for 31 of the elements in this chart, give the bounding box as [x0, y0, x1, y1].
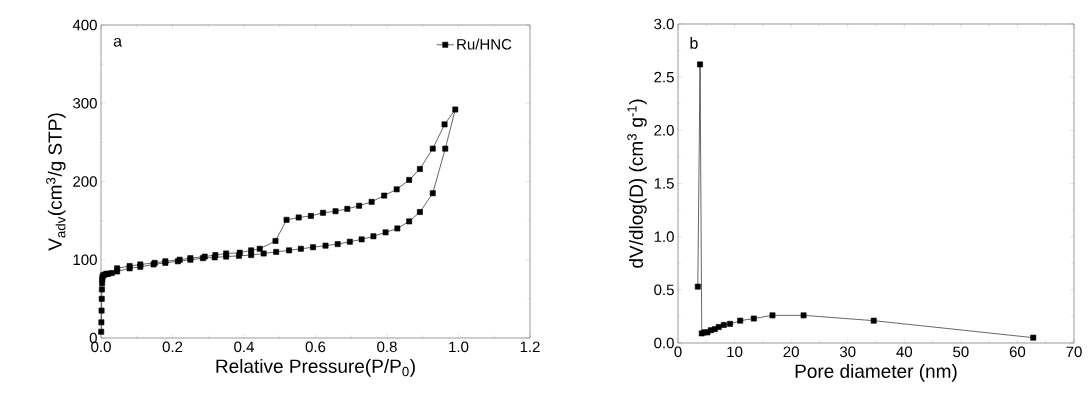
annotation: b	[690, 37, 698, 49]
x-tick-label: 1.0	[449, 341, 469, 353]
x-axis-title: Relative Pressure(P/P$_{0}$)	[216, 359, 415, 377]
x-tick-label: 0.8	[377, 341, 397, 353]
y-tick-label: 2.0	[654, 125, 674, 136]
y-tick-label: 1.0	[654, 231, 674, 242]
x-tick-label: 70	[1066, 346, 1082, 358]
y-tick-label: 1.5	[654, 178, 674, 189]
legend-label: Ru/HNC	[457, 38, 512, 50]
x-axis-title: Pore diameter (nm)	[795, 364, 957, 382]
y-tick-label: 0.5	[654, 284, 674, 296]
x-tick-label: 10	[727, 346, 743, 358]
y-axis-title: V$_{adv}$(cm$^{3}$/g STP)	[46, 113, 66, 251]
x-tick-label: 0.2	[162, 341, 183, 353]
y-tick-label: 2.5	[654, 71, 674, 83]
x-tick-label: 50	[953, 346, 969, 358]
x-tick-label: 40	[896, 346, 913, 358]
x-tick-label: 60	[1009, 346, 1026, 358]
y-tick-label: 400	[72, 19, 97, 31]
x-tick-label: 20	[783, 346, 799, 358]
y-tick-label: 3.0	[654, 18, 674, 30]
x-tick-label: 1.2	[520, 341, 540, 352]
x-tick-label: 0.6	[305, 341, 326, 353]
y-tick-label: 300	[73, 97, 97, 109]
annotation: a	[113, 37, 123, 47]
x-tick-label: 0.4	[234, 341, 254, 353]
y-tick-label: 100	[73, 254, 97, 266]
x-tick-label: 0	[674, 346, 682, 358]
y-tick-label: 200	[73, 176, 97, 187]
x-tick-label: 30	[839, 346, 856, 358]
y-axis-title: dV/dlog(D) (cm$^{3}$ g$^{-1}$)	[627, 99, 647, 268]
